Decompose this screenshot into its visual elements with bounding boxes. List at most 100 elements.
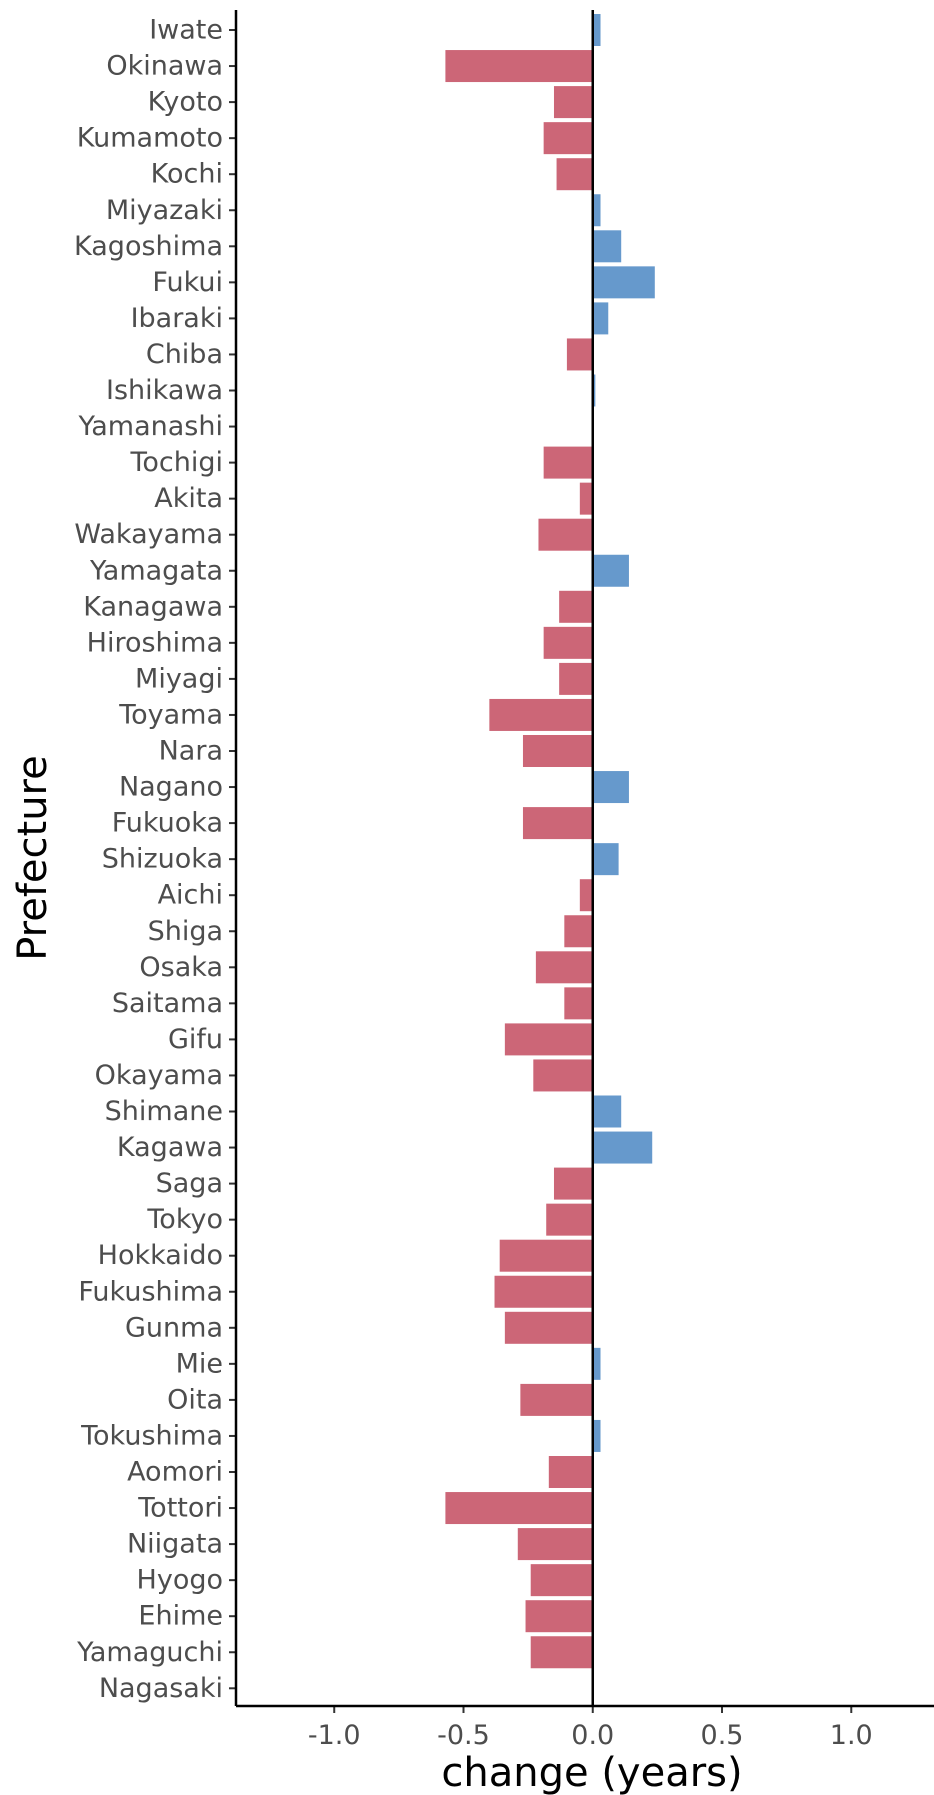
y-tick-label-saga: Saga: [156, 1168, 223, 1199]
y-tick-label-tokushima: Tokushima: [80, 1420, 223, 1451]
y-tick-label-okinawa: Okinawa: [106, 51, 223, 82]
bar-osaka: [535, 951, 593, 984]
bar-nagano: [592, 771, 629, 804]
y-axis-title: Prefecture: [10, 755, 56, 961]
y-tick-labels: Iwate Okinawa Kyoto Kumamoto Kochi Miyazaki Ka…: [74, 15, 236, 1704]
bar-nara: [522, 735, 593, 767]
bar-ehime: [525, 1600, 593, 1633]
y-tick-label-tottori: Tottori: [137, 1493, 223, 1524]
y-tick-label-shizuoka: Shizuoka: [102, 844, 223, 875]
bar-gunma: [504, 1311, 593, 1344]
y-tick-label-nagasaki: Nagasaki: [99, 1673, 223, 1704]
bar-okinawa: [445, 50, 593, 83]
y-tick-label-ishikawa: Ishikawa: [106, 375, 223, 406]
y-tick-label-chiba: Chiba: [146, 339, 223, 370]
bar-toyama: [489, 698, 593, 731]
y-tick-label-yamagata: Yamagata: [89, 555, 223, 586]
y-tick-label-niigata: Niigata: [127, 1529, 223, 1560]
bar-tokushima: [592, 1419, 601, 1452]
y-tick-label-gunma: Gunma: [125, 1312, 223, 1343]
x-tick-labels: -1.0 -0.5 0.0 0.5 1.0: [308, 1706, 873, 1751]
bar-tottori: [445, 1492, 593, 1525]
y-tick-label-miyagi: Miyagi: [135, 663, 223, 694]
y-tick-label-shimane: Shimane: [105, 1096, 223, 1127]
bar-chiba: [566, 338, 593, 371]
bar-kyoto: [553, 86, 593, 119]
bar-tochigi: [543, 446, 593, 479]
y-tick-label-fukushima: Fukushima: [78, 1276, 223, 1307]
x-tick-label: 0.0: [571, 1720, 614, 1751]
bar-fukui: [592, 266, 655, 299]
y-tick-label-hyogo: Hyogo: [137, 1565, 223, 1596]
bar-mie: [592, 1347, 601, 1380]
x-tick-label: 0.5: [701, 1720, 744, 1751]
bar-kagawa: [592, 1131, 653, 1164]
y-tick-label-mie: Mie: [176, 1348, 223, 1379]
y-tick-label-gifu: Gifu: [168, 1024, 223, 1055]
x-tick-label: -1.0: [308, 1720, 361, 1751]
bar-shizuoka: [592, 843, 619, 876]
y-tick-label-kyoto: Kyoto: [148, 87, 223, 118]
y-tick-label-kochi: Kochi: [151, 159, 223, 190]
bar-akita: [579, 482, 593, 515]
bar-saga: [553, 1167, 593, 1200]
bar-niigata: [517, 1528, 593, 1561]
y-tick-label-ehime: Ehime: [138, 1601, 223, 1632]
y-tick-label-kagawa: Kagawa: [117, 1132, 223, 1163]
y-tick-label-hiroshima: Hiroshima: [87, 627, 223, 658]
x-axis-title: change (years): [441, 1750, 742, 1795]
x-tick-label: -0.5: [437, 1720, 490, 1751]
bar-aomori: [548, 1456, 593, 1488]
y-tick-label-tokyo: Tokyo: [146, 1204, 223, 1235]
y-tick-label-kagoshima: Kagoshima: [74, 231, 223, 262]
bar-kumamoto: [543, 122, 593, 155]
y-tick-label-yamanashi: Yamanashi: [77, 411, 223, 442]
x-tick-label: 1.0: [830, 1720, 873, 1751]
bar-kanagawa: [559, 590, 593, 623]
y-tick-label-fukuoka: Fukuoka: [112, 808, 223, 839]
bar-iwate: [592, 14, 601, 46]
bar-hiroshima: [543, 626, 593, 659]
bar-fukuoka: [522, 807, 593, 840]
y-tick-label-toyama: Toyama: [118, 699, 223, 730]
bar-yamaguchi: [530, 1636, 593, 1669]
bar-miyagi: [559, 662, 593, 695]
bar-gifu: [504, 1023, 593, 1056]
bar-hyogo: [530, 1564, 593, 1597]
bar-tokyo: [546, 1203, 593, 1236]
y-tick-label-nagano: Nagano: [119, 772, 223, 803]
bar-fukushima: [494, 1275, 593, 1308]
y-tick-label-shiga: Shiga: [148, 916, 223, 947]
y-tick-label-iwate: Iwate: [149, 15, 223, 46]
y-tick-label-okayama: Okayama: [95, 1060, 223, 1091]
bar-oita: [520, 1383, 593, 1416]
bar-aichi: [579, 879, 593, 912]
bar-hokkaido: [499, 1239, 593, 1272]
y-tick-label-yamaguchi: Yamaguchi: [76, 1637, 223, 1668]
bar-kochi: [556, 158, 593, 191]
y-tick-label-akita: Akita: [154, 483, 223, 514]
bar-yamagata: [592, 554, 629, 587]
bar-ishikawa: [592, 374, 596, 407]
y-tick-label-aomori: Aomori: [127, 1457, 223, 1488]
y-tick-label-kanagawa: Kanagawa: [83, 591, 223, 622]
y-tick-label-wakayama: Wakayama: [74, 519, 223, 550]
y-tick-label-aichi: Aichi: [158, 880, 223, 911]
y-tick-label-osaka: Osaka: [139, 952, 223, 983]
y-tick-label-nara: Nara: [159, 736, 223, 767]
y-tick-label-fukui: Fukui: [152, 267, 223, 298]
y-tick-label-tochigi: Tochigi: [129, 447, 223, 478]
y-tick-label-saitama: Saitama: [112, 988, 223, 1019]
bar-ibaraki: [592, 302, 609, 335]
bar-kagoshima: [592, 230, 622, 263]
bars-group: [445, 14, 655, 1669]
y-tick-label-hokkaido: Hokkaido: [98, 1240, 223, 1271]
bar-miyazaki: [592, 194, 601, 227]
y-tick-label-ibaraki: Ibaraki: [131, 303, 223, 334]
y-tick-label-kumamoto: Kumamoto: [77, 123, 223, 154]
bar-wakayama: [538, 518, 593, 551]
bar-shimane: [592, 1095, 622, 1128]
bar-okayama: [533, 1059, 593, 1092]
bar-saitama: [564, 987, 593, 1020]
